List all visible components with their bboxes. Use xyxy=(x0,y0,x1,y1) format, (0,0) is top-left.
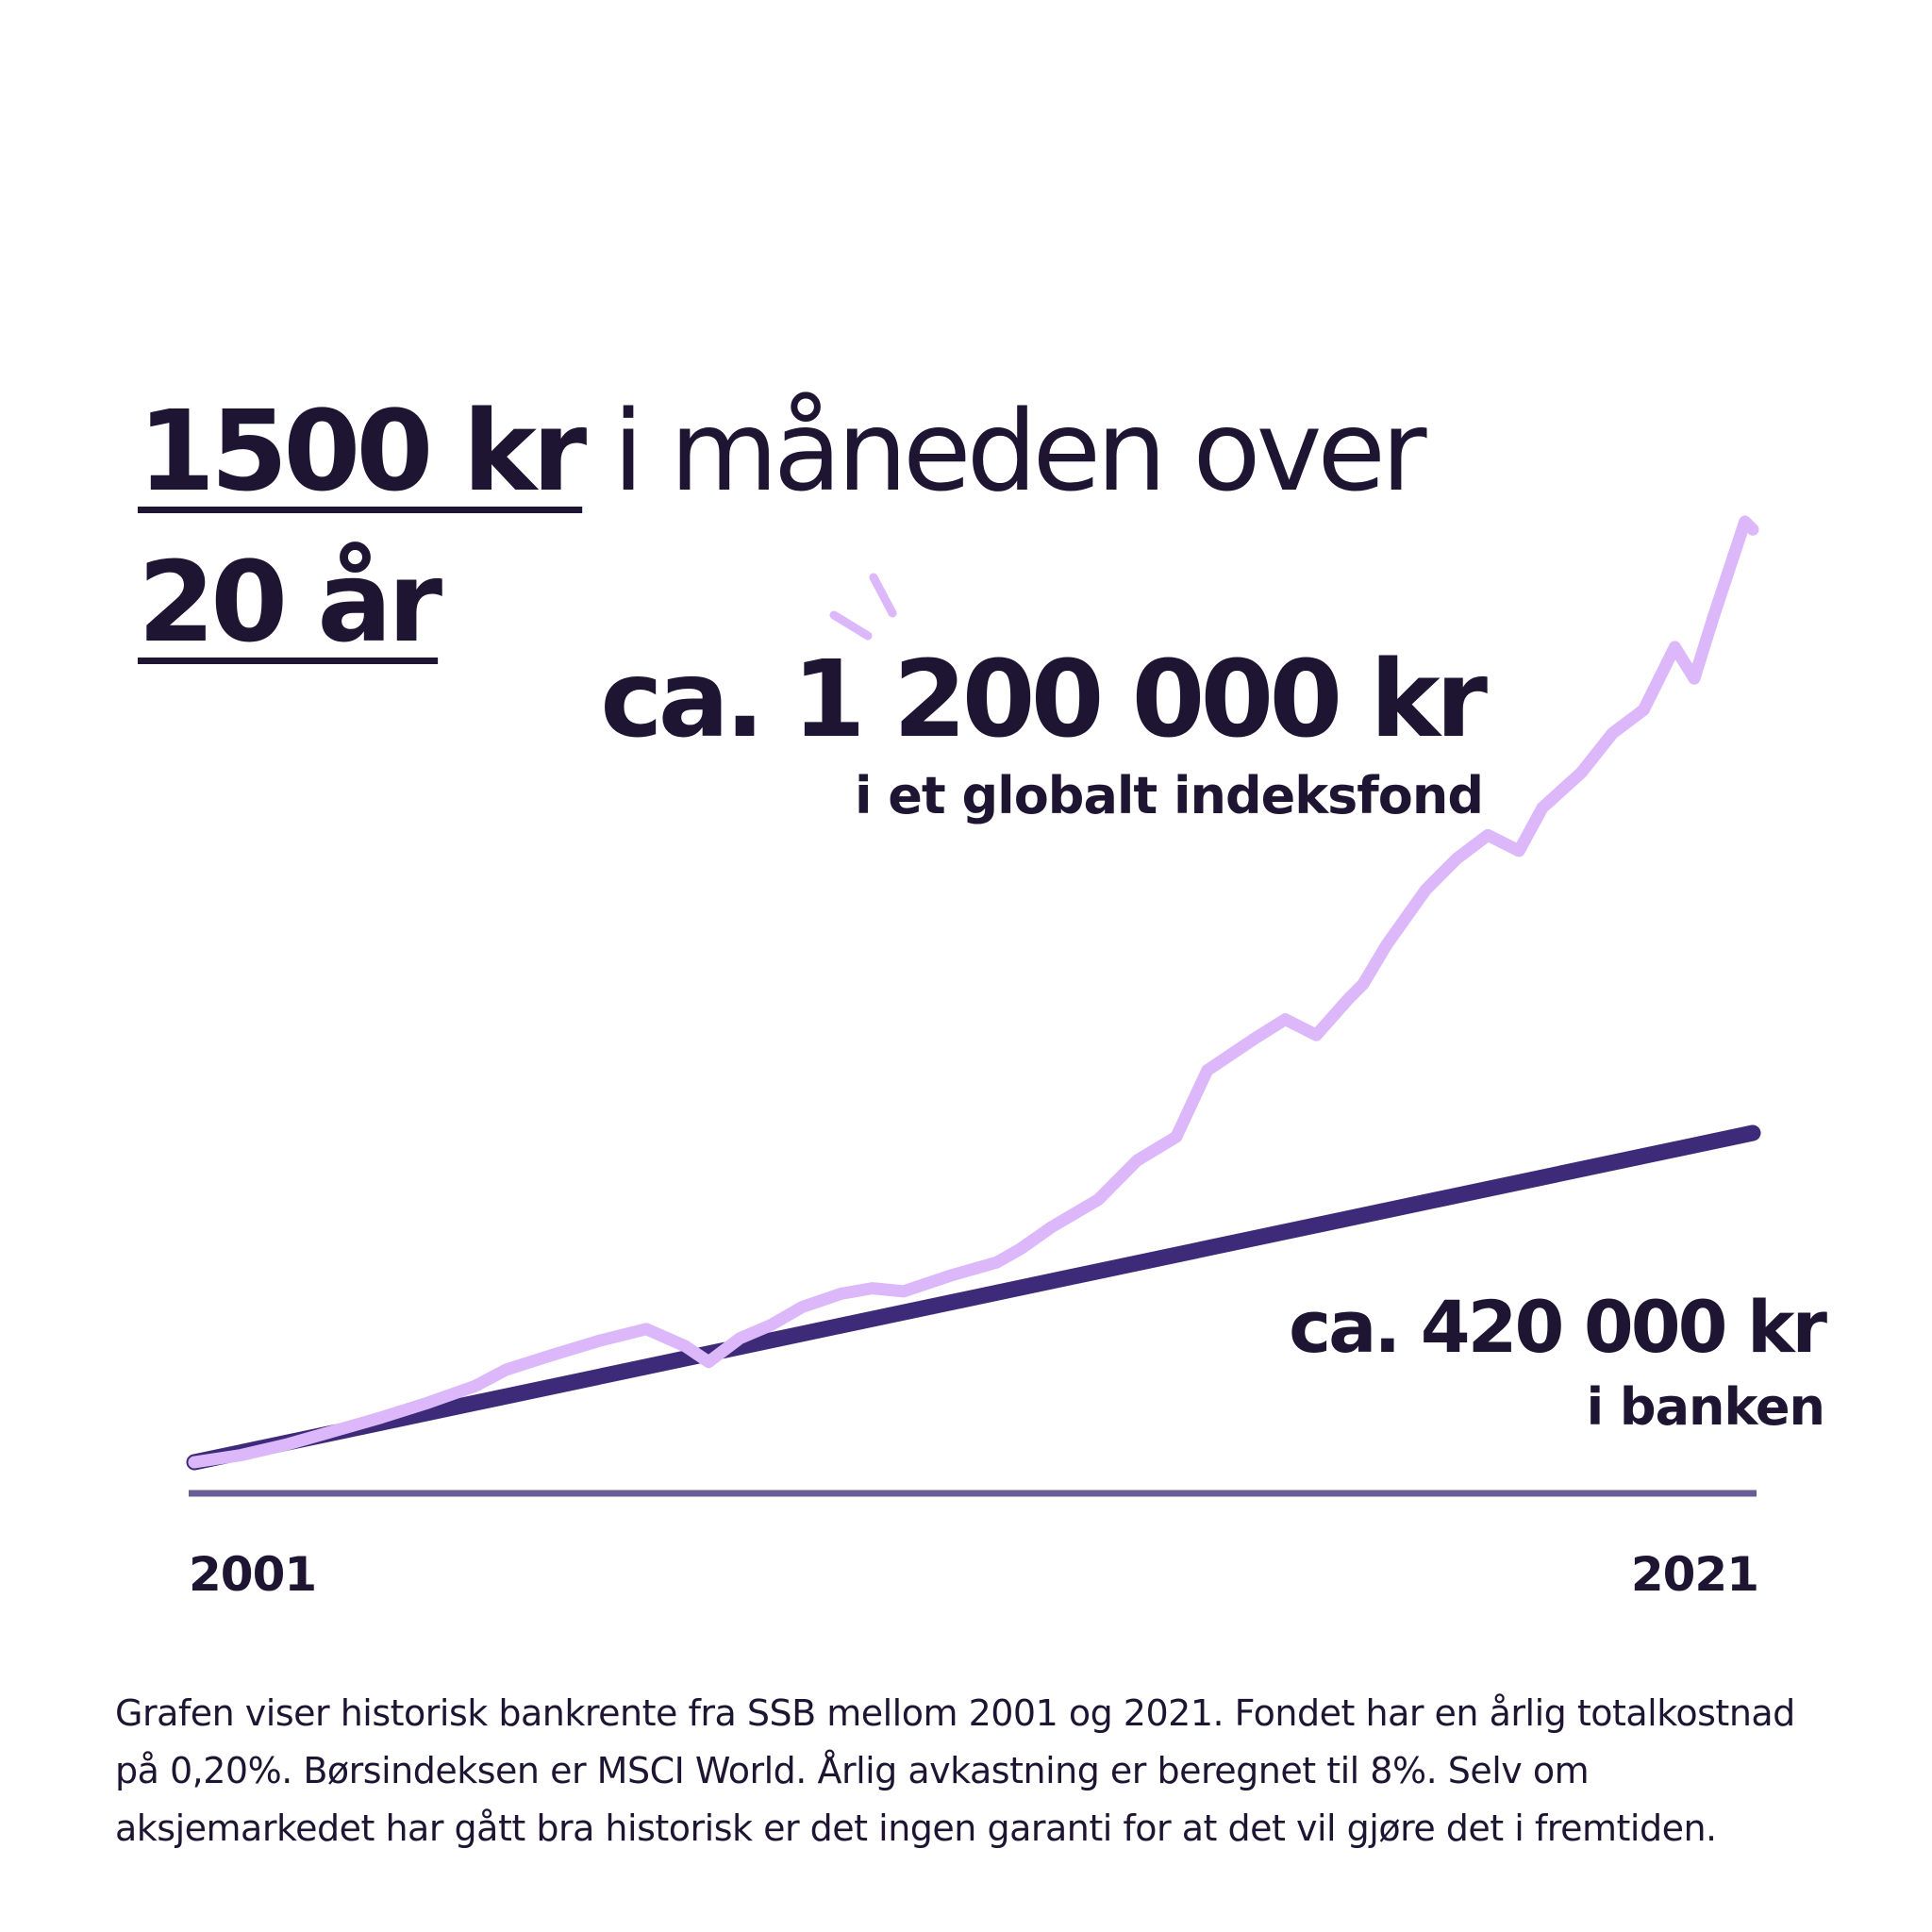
fund-amount: ca. 1 200 000 kr xyxy=(600,639,1488,761)
footnote: Grafen viser historisk bankrente fra SSB… xyxy=(115,1692,1795,1849)
bank-series-label: i banken xyxy=(1586,1377,1825,1437)
fund-annotation: ca. 1 200 000 kr i et globalt indeksfond xyxy=(600,639,1488,825)
series-line-fund xyxy=(188,515,1759,1469)
title-middle: i måneden over xyxy=(582,386,1427,516)
fund-series-label: i et globalt indeksfond xyxy=(854,766,1484,825)
title-period: 20 år xyxy=(138,537,442,667)
x-tick-start: 2001 xyxy=(189,1547,317,1602)
series-line-bank xyxy=(186,1124,1761,1471)
chart-title: 1500 kr i måneden over 20 år xyxy=(138,375,1427,677)
title-amount: 1500 kr xyxy=(138,386,587,516)
bank-amount: ca. 420 000 kr xyxy=(1289,1285,1827,1369)
sparkle-accent xyxy=(829,573,897,641)
x-tick-end: 2021 xyxy=(1630,1547,1759,1602)
bank-annotation: ca. 420 000 kr i banken xyxy=(1289,1285,1827,1437)
